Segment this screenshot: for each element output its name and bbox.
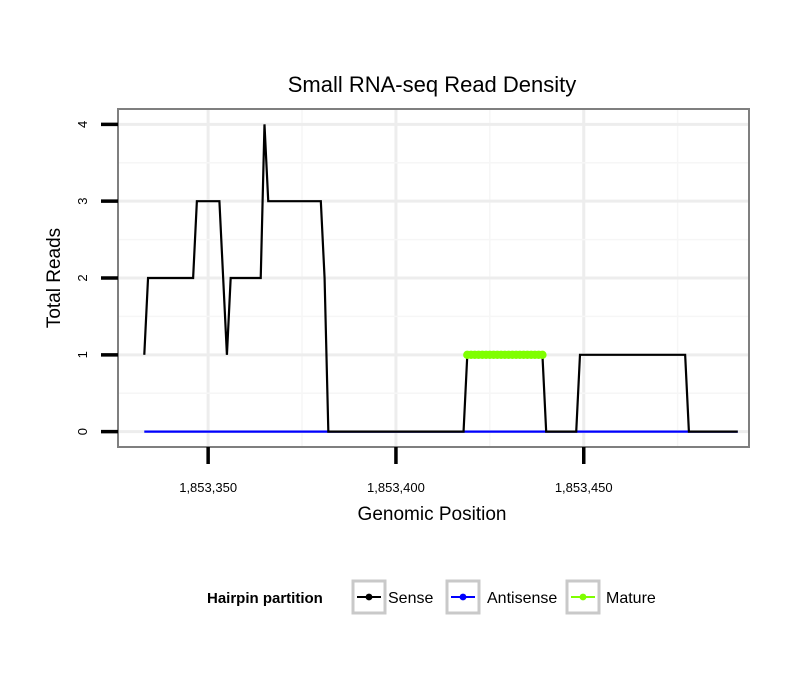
legend-label: Mature	[606, 590, 656, 607]
legend-key-point	[365, 593, 373, 601]
y-axis-label: Total Reads	[44, 228, 65, 328]
legend-title: Hairpin partition	[207, 590, 323, 607]
chart-title: Small RNA-seq Read Density	[288, 72, 577, 97]
legend-label: Antisense	[487, 590, 557, 607]
y-axis: 0 1 2 3 4	[75, 121, 118, 435]
legend-label: Sense	[388, 590, 433, 607]
legend-key-point	[459, 593, 467, 601]
legend-item-sense: Sense	[351, 579, 433, 615]
y-tick-label: 1	[75, 351, 90, 358]
y-tick-label: 0	[75, 428, 90, 435]
legend-items: Sense Antisense Mature	[351, 579, 656, 615]
series-point-mature	[538, 350, 547, 360]
x-axis: 1,853,350 1,853,400 1,853,450	[179, 447, 613, 495]
legend-item-mature: Mature	[565, 579, 656, 615]
x-tick-label: 1,853,350	[179, 480, 237, 495]
x-tick-label: 1,853,400	[367, 480, 425, 495]
legend-item-antisense: Antisense	[445, 579, 557, 615]
y-tick-label: 4	[75, 121, 90, 128]
x-axis-label: Genomic Position	[358, 504, 507, 525]
x-tick-label: 1,853,450	[555, 480, 613, 495]
plot-panel	[117, 108, 750, 448]
legend-key-point	[579, 593, 587, 601]
legend: Hairpin partition Sense Antisense Mature	[207, 579, 656, 615]
y-tick-label: 3	[75, 198, 90, 205]
y-tick-label: 2	[75, 274, 90, 281]
series-line-sense	[143, 124, 738, 433]
series-layer	[143, 124, 738, 433]
